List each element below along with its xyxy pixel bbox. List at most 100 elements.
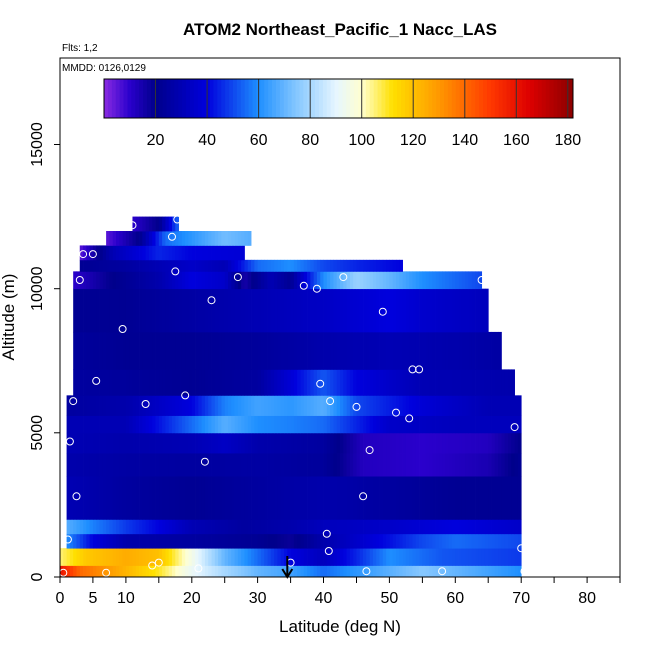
heatmap-cell bbox=[396, 369, 400, 396]
heatmap-cell bbox=[125, 432, 130, 454]
heatmap-cell bbox=[435, 533, 440, 549]
heatmap-cell bbox=[148, 432, 153, 454]
heatmap-cell bbox=[438, 415, 443, 434]
heatmap-cell bbox=[442, 415, 446, 434]
heatmap-cell bbox=[363, 432, 367, 454]
heatmap-cell bbox=[300, 519, 305, 535]
heatmap-cell bbox=[198, 369, 203, 396]
heatmap-cell bbox=[310, 519, 315, 535]
heatmap-cell bbox=[442, 533, 446, 549]
heatmap-cell bbox=[425, 533, 430, 549]
heatmap-cell bbox=[221, 415, 226, 434]
heatmap-cell bbox=[89, 519, 94, 535]
heatmap-cell bbox=[109, 432, 114, 454]
heatmap-cell bbox=[89, 476, 94, 520]
heatmap-cell bbox=[508, 548, 512, 566]
heatmap-cell bbox=[287, 432, 291, 454]
heatmap-cell bbox=[139, 216, 143, 232]
heatmap-cell bbox=[494, 533, 499, 549]
heatmap-cell bbox=[260, 565, 265, 578]
heatmap-cell bbox=[409, 476, 413, 520]
heatmap-cell bbox=[343, 519, 347, 535]
heatmap-cell bbox=[181, 453, 186, 477]
heatmap-cell bbox=[122, 533, 127, 549]
heatmap-cell bbox=[168, 395, 173, 416]
heatmap-cell bbox=[125, 259, 130, 272]
heatmap-cell bbox=[293, 548, 298, 566]
heatmap-cell bbox=[448, 415, 453, 434]
heatmap-cell bbox=[254, 331, 259, 370]
heatmap-cell bbox=[313, 453, 318, 477]
heatmap-cell bbox=[356, 519, 361, 535]
heatmap-cell bbox=[458, 288, 463, 333]
heatmap-cell bbox=[211, 453, 216, 477]
heatmap-cell bbox=[280, 288, 285, 333]
heatmap-cell bbox=[112, 476, 117, 520]
heatmap-cell bbox=[468, 395, 473, 416]
heatmap-cell bbox=[300, 369, 305, 396]
heatmap-cell bbox=[346, 548, 351, 566]
heatmap-cell bbox=[435, 453, 440, 477]
y-tick-label: 0 bbox=[29, 572, 46, 581]
heatmap-cell bbox=[422, 271, 427, 290]
heatmap-cell bbox=[349, 415, 354, 434]
heatmap-cell bbox=[145, 259, 150, 272]
heatmap-cell bbox=[514, 476, 519, 520]
colorbar-segment bbox=[479, 79, 484, 118]
observation-point bbox=[322, 529, 331, 538]
heatmap-cell bbox=[181, 565, 186, 578]
heatmap-cell bbox=[280, 415, 285, 434]
heatmap-cell bbox=[277, 288, 282, 333]
heatmap-cell bbox=[458, 432, 463, 454]
heatmap-cell bbox=[389, 331, 394, 370]
heatmap-cell bbox=[445, 331, 450, 370]
heatmap-cell bbox=[461, 331, 466, 370]
heatmap-cell bbox=[237, 548, 242, 566]
heatmap-cell bbox=[79, 533, 84, 549]
heatmap-cell bbox=[260, 288, 265, 333]
heatmap-cell bbox=[284, 331, 288, 370]
heatmap-cell bbox=[356, 453, 361, 477]
heatmap-cell bbox=[162, 395, 166, 416]
heatmap-cell bbox=[422, 565, 427, 578]
heatmap-cell bbox=[257, 548, 262, 566]
heatmap-cell bbox=[172, 231, 176, 246]
heatmap-cell bbox=[313, 565, 318, 578]
heatmap-cell bbox=[353, 415, 357, 434]
heatmap-cell bbox=[208, 231, 212, 246]
heatmap-cell bbox=[264, 271, 268, 290]
heatmap-cell bbox=[442, 271, 446, 290]
heatmap-cell bbox=[237, 288, 242, 333]
heatmap-cell bbox=[293, 288, 298, 333]
heatmap-cell bbox=[310, 565, 315, 578]
colorbar-segment bbox=[111, 79, 117, 118]
heatmap-cell bbox=[244, 453, 249, 477]
heatmap-cell bbox=[237, 432, 242, 454]
observation-point bbox=[362, 567, 371, 576]
heatmap-cell bbox=[340, 432, 344, 454]
heatmap-cell bbox=[175, 533, 179, 549]
heatmap-cell bbox=[287, 476, 291, 520]
heatmap-cell bbox=[66, 533, 71, 549]
heatmap-cell bbox=[106, 231, 110, 246]
heatmap-cell bbox=[86, 533, 91, 549]
heatmap-cell bbox=[201, 231, 206, 246]
heatmap-cell bbox=[330, 288, 334, 333]
heatmap-cell bbox=[168, 369, 173, 396]
heatmap-cell bbox=[484, 453, 489, 477]
observation-point bbox=[365, 446, 374, 455]
heatmap-cell bbox=[290, 432, 295, 454]
colorbar-tick-label: 40 bbox=[198, 132, 216, 149]
heatmap-cell bbox=[396, 476, 400, 520]
heatmap-cell bbox=[428, 395, 433, 416]
heatmap-cell bbox=[122, 476, 127, 520]
heatmap-cell bbox=[382, 453, 387, 477]
heatmap-cell bbox=[129, 331, 133, 370]
heatmap-cell bbox=[280, 331, 285, 370]
heatmap-cell bbox=[142, 271, 147, 290]
heatmap-cell bbox=[366, 548, 371, 566]
y-tick-label: 10000 bbox=[29, 266, 46, 311]
observation-point bbox=[200, 457, 209, 466]
heatmap-cell bbox=[208, 415, 212, 434]
heatmap-cell bbox=[208, 395, 212, 416]
